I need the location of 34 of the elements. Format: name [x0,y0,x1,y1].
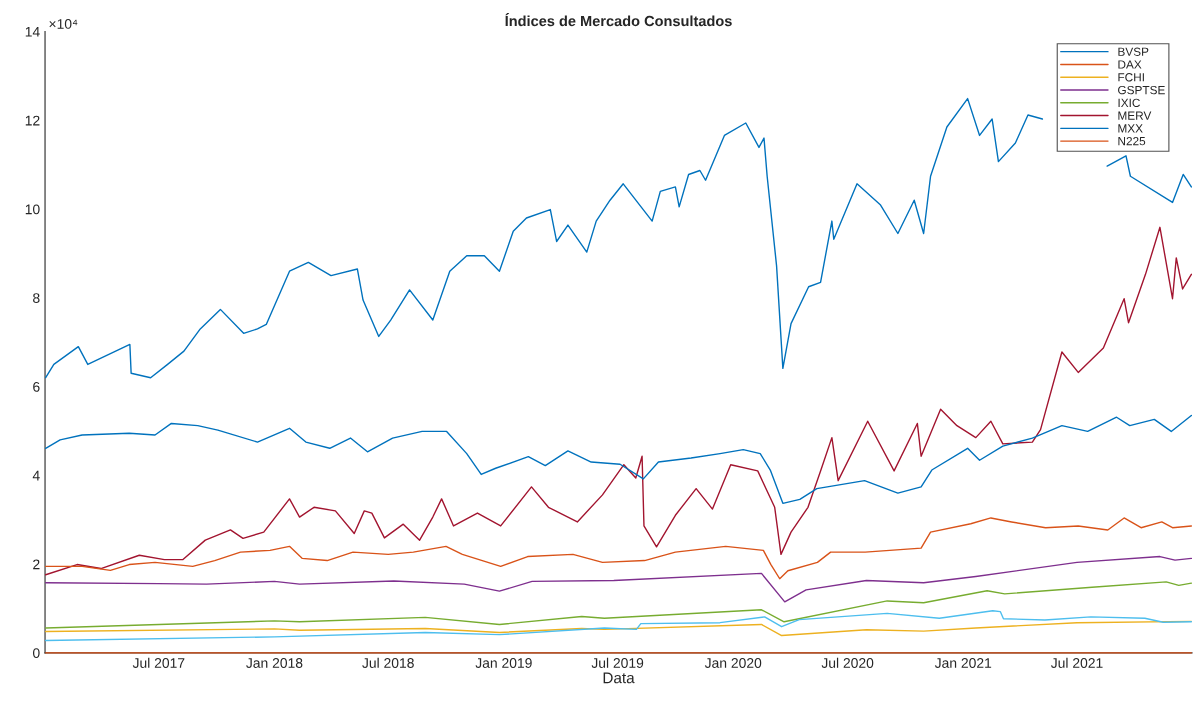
line-series [44,610,1193,642]
x-tick-label: Jan 2019 [475,658,532,668]
line-series [44,226,1193,576]
x-tick-label: Jul 2018 [362,657,414,668]
x-tick-label: Jul 2019 [591,657,644,668]
legend-label: GSPTSE [1118,85,1165,95]
line-series [44,555,1193,603]
x-tick-label: Jan 2021 [934,658,992,668]
x-axis-title: Data [603,672,635,684]
legend-label: FCHI [1118,73,1144,82]
y-tick-label: 12 [25,115,40,126]
y-tick-label: 8 [33,293,40,304]
x-tick-label: Jul 2021 [1050,657,1103,668]
x-tick-label: Jan 2020 [704,658,762,668]
x-tick-label: Jul 2017 [132,657,185,668]
legend-label: DAX [1118,60,1142,69]
line-series [44,414,1193,505]
legend-label: N225 [1118,136,1146,146]
text: ×10⁴ [49,19,78,29]
x-tick-label: Jul 2020 [821,657,874,668]
y-tick-label: 14 [25,27,40,37]
legend-label: BVSP [1118,47,1149,56]
legend-label: MERV [1118,111,1152,120]
y-tick-label: 2 [33,559,40,570]
y-tick-label: 4 [32,470,40,481]
legend-label: IXIC [1118,98,1140,108]
y-tick-label: 10 [25,204,40,215]
y-tick-label: 0 [33,648,40,659]
y-tick-label: 6 [33,381,40,392]
line-series [44,517,1193,580]
legend-label: MXX [1118,124,1143,133]
line-series [44,581,1193,629]
x-tick-label: Jan 2018 [246,658,303,668]
chart-title: Índices de Mercado Consultados [505,13,732,27]
